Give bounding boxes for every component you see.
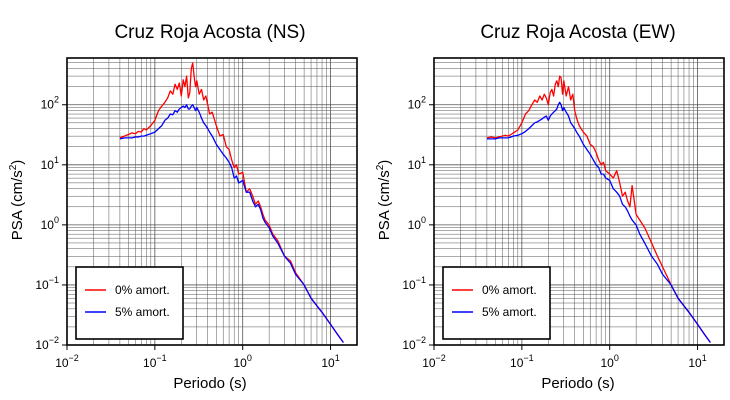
chart-title: Cruz Roja Acosta (EW) [480,22,675,43]
series-layer [486,75,711,343]
series-layer [119,62,344,343]
y-tick-label: 101 [408,155,426,172]
x-tick-label: 10−1 [510,353,534,370]
x-tick-label: 10−2 [55,353,79,370]
legend-label-5pct: 5% amort. [115,305,170,319]
tick-layer: 10−2 10−1 100 101 10−2 10−1 100 101 102 [402,95,706,370]
chart-panel-ns: Cruz Roja Acosta (NS) Periodo (s) PSA (c… [8,22,358,392]
grid-lines [66,57,358,346]
series-line-5pct [119,104,344,343]
y-tick-label: 100 [408,215,426,232]
chart-title: Cruz Roja Acosta (NS) [114,22,305,43]
series-line-0pct [486,75,711,343]
plot-frame [433,57,725,346]
legend: 0% amort. 5% amort. [75,266,184,340]
x-tick-label: 101 [688,353,706,370]
y-tick-label: 10−1 [402,275,426,292]
y-tick-label: 10−2 [35,335,59,352]
y-tick-label: 10−2 [402,335,426,352]
y-tick-label: 100 [41,215,59,232]
x-tick-label: 10−1 [143,353,167,370]
x-axis-label: Periodo (s) [541,375,614,392]
x-tick-label: 10−2 [422,353,446,370]
x-tick-label: 100 [234,353,252,370]
y-tick-label: 10−1 [35,275,59,292]
x-tick-label: 101 [321,353,339,370]
y-tick-label: 102 [41,95,59,112]
legend: 0% amort. 5% amort. [442,266,551,340]
legend-label-0pct: 0% amort. [482,283,537,297]
x-axis-label: Periodo (s) [173,375,246,392]
legend-box [442,266,551,340]
series-line-5pct [486,101,711,343]
tick-layer: 10−2 10−1 100 101 10−2 10−1 100 101 102 [35,95,339,370]
legend-label-5pct: 5% amort. [482,305,537,319]
x-tick-label: 100 [601,353,619,370]
chart-panel-ew: Cruz Roja Acosta (EW) Periodo (s) PSA (c… [375,22,725,392]
y-tick-label: 101 [41,155,59,172]
y-tick-label: 102 [408,95,426,112]
plot-frame [66,57,358,346]
legend-label-0pct: 0% amort. [115,283,170,297]
y-axis-label: PSA (cm/s2) [375,160,393,241]
series-line-0pct [119,62,344,343]
y-axis-label: PSA (cm/s2) [8,160,26,241]
legend-box [75,266,184,340]
